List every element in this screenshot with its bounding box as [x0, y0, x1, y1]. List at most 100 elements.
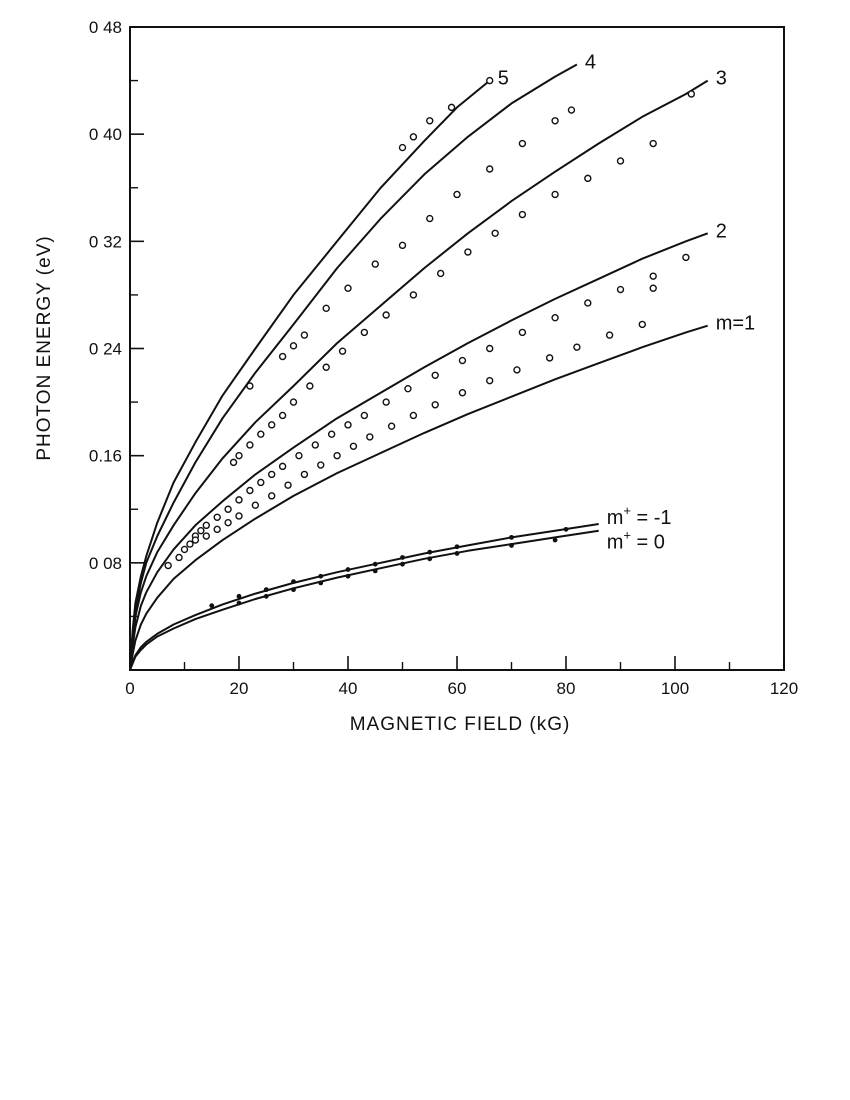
data-point [213, 525, 221, 534]
data-point [486, 165, 494, 173]
x-tick-label: 40 [339, 679, 358, 698]
y-tick-label: 0 40 [89, 125, 122, 144]
data-point [318, 580, 324, 586]
series-label: m+ = 0 [607, 528, 665, 554]
data-point [454, 551, 460, 556]
data-point [486, 376, 494, 385]
data-point [349, 442, 358, 450]
data-point [268, 492, 276, 500]
data-point [284, 481, 292, 489]
data-point [202, 532, 211, 540]
series-label: 2 [716, 220, 727, 242]
data-point [338, 347, 347, 355]
series-label: m=1 [716, 313, 755, 335]
data-point [360, 328, 369, 337]
x-tick-label: 120 [770, 679, 798, 698]
data-point [458, 389, 467, 397]
data-point [616, 285, 625, 294]
data-point [551, 190, 559, 199]
data-point [513, 366, 521, 374]
data-point [300, 470, 309, 479]
data-point [486, 76, 494, 85]
data-point [257, 430, 265, 438]
data-point [235, 451, 243, 460]
y-tick-label: 0 48 [89, 18, 122, 37]
data-point [453, 190, 461, 199]
data-point [246, 382, 254, 390]
data-point [263, 593, 269, 599]
data-point [317, 461, 325, 469]
data-point [573, 343, 581, 351]
data-point [345, 573, 351, 579]
data-point [202, 521, 211, 530]
data-point [333, 451, 341, 460]
data-point [164, 561, 172, 570]
data-point [263, 587, 269, 593]
data-point [224, 518, 232, 527]
fit-curve [129, 79, 491, 671]
data-point [372, 568, 378, 574]
data-point [246, 441, 254, 449]
data-point [518, 328, 527, 337]
data-point [458, 356, 467, 365]
data-point [209, 603, 215, 609]
data-point [180, 545, 189, 554]
data-point [552, 537, 558, 543]
data-point [327, 430, 336, 438]
data-point [616, 157, 625, 165]
data-point [306, 382, 314, 390]
data-point [235, 512, 243, 520]
axis-tick-labels: 0 20 40 60 80 100 120 0 08 0.16 0 24 0 32 0 40 0 48 [89, 18, 798, 698]
x-tick-label: 60 [448, 679, 467, 698]
data-point [687, 90, 696, 98]
data-point [563, 526, 569, 532]
fit-curve [129, 63, 578, 671]
data-point [360, 411, 369, 420]
data-point [682, 253, 690, 262]
series-label: m+ = -1 [607, 503, 672, 529]
data-point [268, 421, 276, 429]
data-point [345, 567, 351, 572]
data-point [464, 248, 472, 256]
data-point [344, 421, 352, 429]
data-point [649, 272, 657, 280]
data-points [164, 76, 696, 609]
series-labels: 5 4 3 2 m=1 m+ = -1m+ = 0 [498, 52, 755, 554]
fit-curves [129, 63, 709, 671]
data-point [447, 103, 456, 112]
data-point [289, 398, 298, 406]
data-point [551, 117, 559, 125]
data-point [278, 352, 287, 361]
fit-curve [129, 79, 709, 671]
data-point [257, 478, 265, 487]
data-point [291, 579, 296, 584]
data-point [427, 549, 433, 555]
data-point [186, 540, 194, 548]
data-point [409, 133, 418, 141]
data-point [509, 534, 514, 540]
data-point [322, 304, 330, 313]
fit-curve [129, 523, 599, 671]
data-point [649, 284, 657, 292]
data-point [509, 543, 514, 548]
data-point [518, 210, 527, 219]
data-point [224, 505, 232, 513]
data-point [268, 470, 276, 479]
data-point [213, 513, 221, 521]
data-point [289, 342, 298, 350]
data-point [584, 299, 592, 307]
fit-curve [129, 232, 709, 671]
data-point [426, 117, 434, 125]
data-point [638, 320, 646, 329]
y-tick-label: 0.16 [89, 447, 122, 466]
series-label: 4 [585, 52, 596, 74]
fit-curve [129, 529, 599, 671]
data-point [567, 106, 576, 114]
data-point [605, 331, 614, 339]
data-point [387, 422, 396, 430]
data-point [584, 174, 592, 183]
data-point [366, 433, 374, 441]
data-point [291, 587, 296, 593]
x-axis-title: MAGNETIC FIELD (kG) [350, 714, 571, 735]
